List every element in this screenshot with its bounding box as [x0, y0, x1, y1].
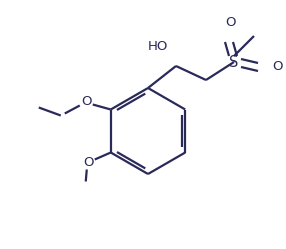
Text: O: O — [272, 60, 283, 72]
Text: O: O — [84, 156, 94, 169]
Text: O: O — [82, 95, 92, 108]
Text: HO: HO — [148, 40, 168, 53]
Text: S: S — [229, 55, 239, 69]
Text: O: O — [225, 16, 235, 29]
